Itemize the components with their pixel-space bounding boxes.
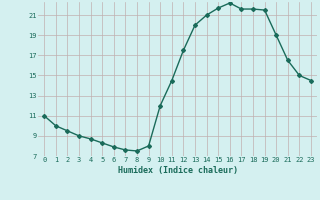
X-axis label: Humidex (Indice chaleur): Humidex (Indice chaleur): [118, 166, 238, 175]
